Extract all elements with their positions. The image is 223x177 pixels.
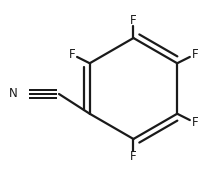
Text: F: F	[69, 48, 75, 61]
Text: F: F	[191, 48, 198, 61]
Text: F: F	[191, 116, 198, 129]
Text: F: F	[130, 14, 137, 27]
Text: F: F	[130, 150, 137, 163]
Text: N: N	[8, 87, 17, 101]
